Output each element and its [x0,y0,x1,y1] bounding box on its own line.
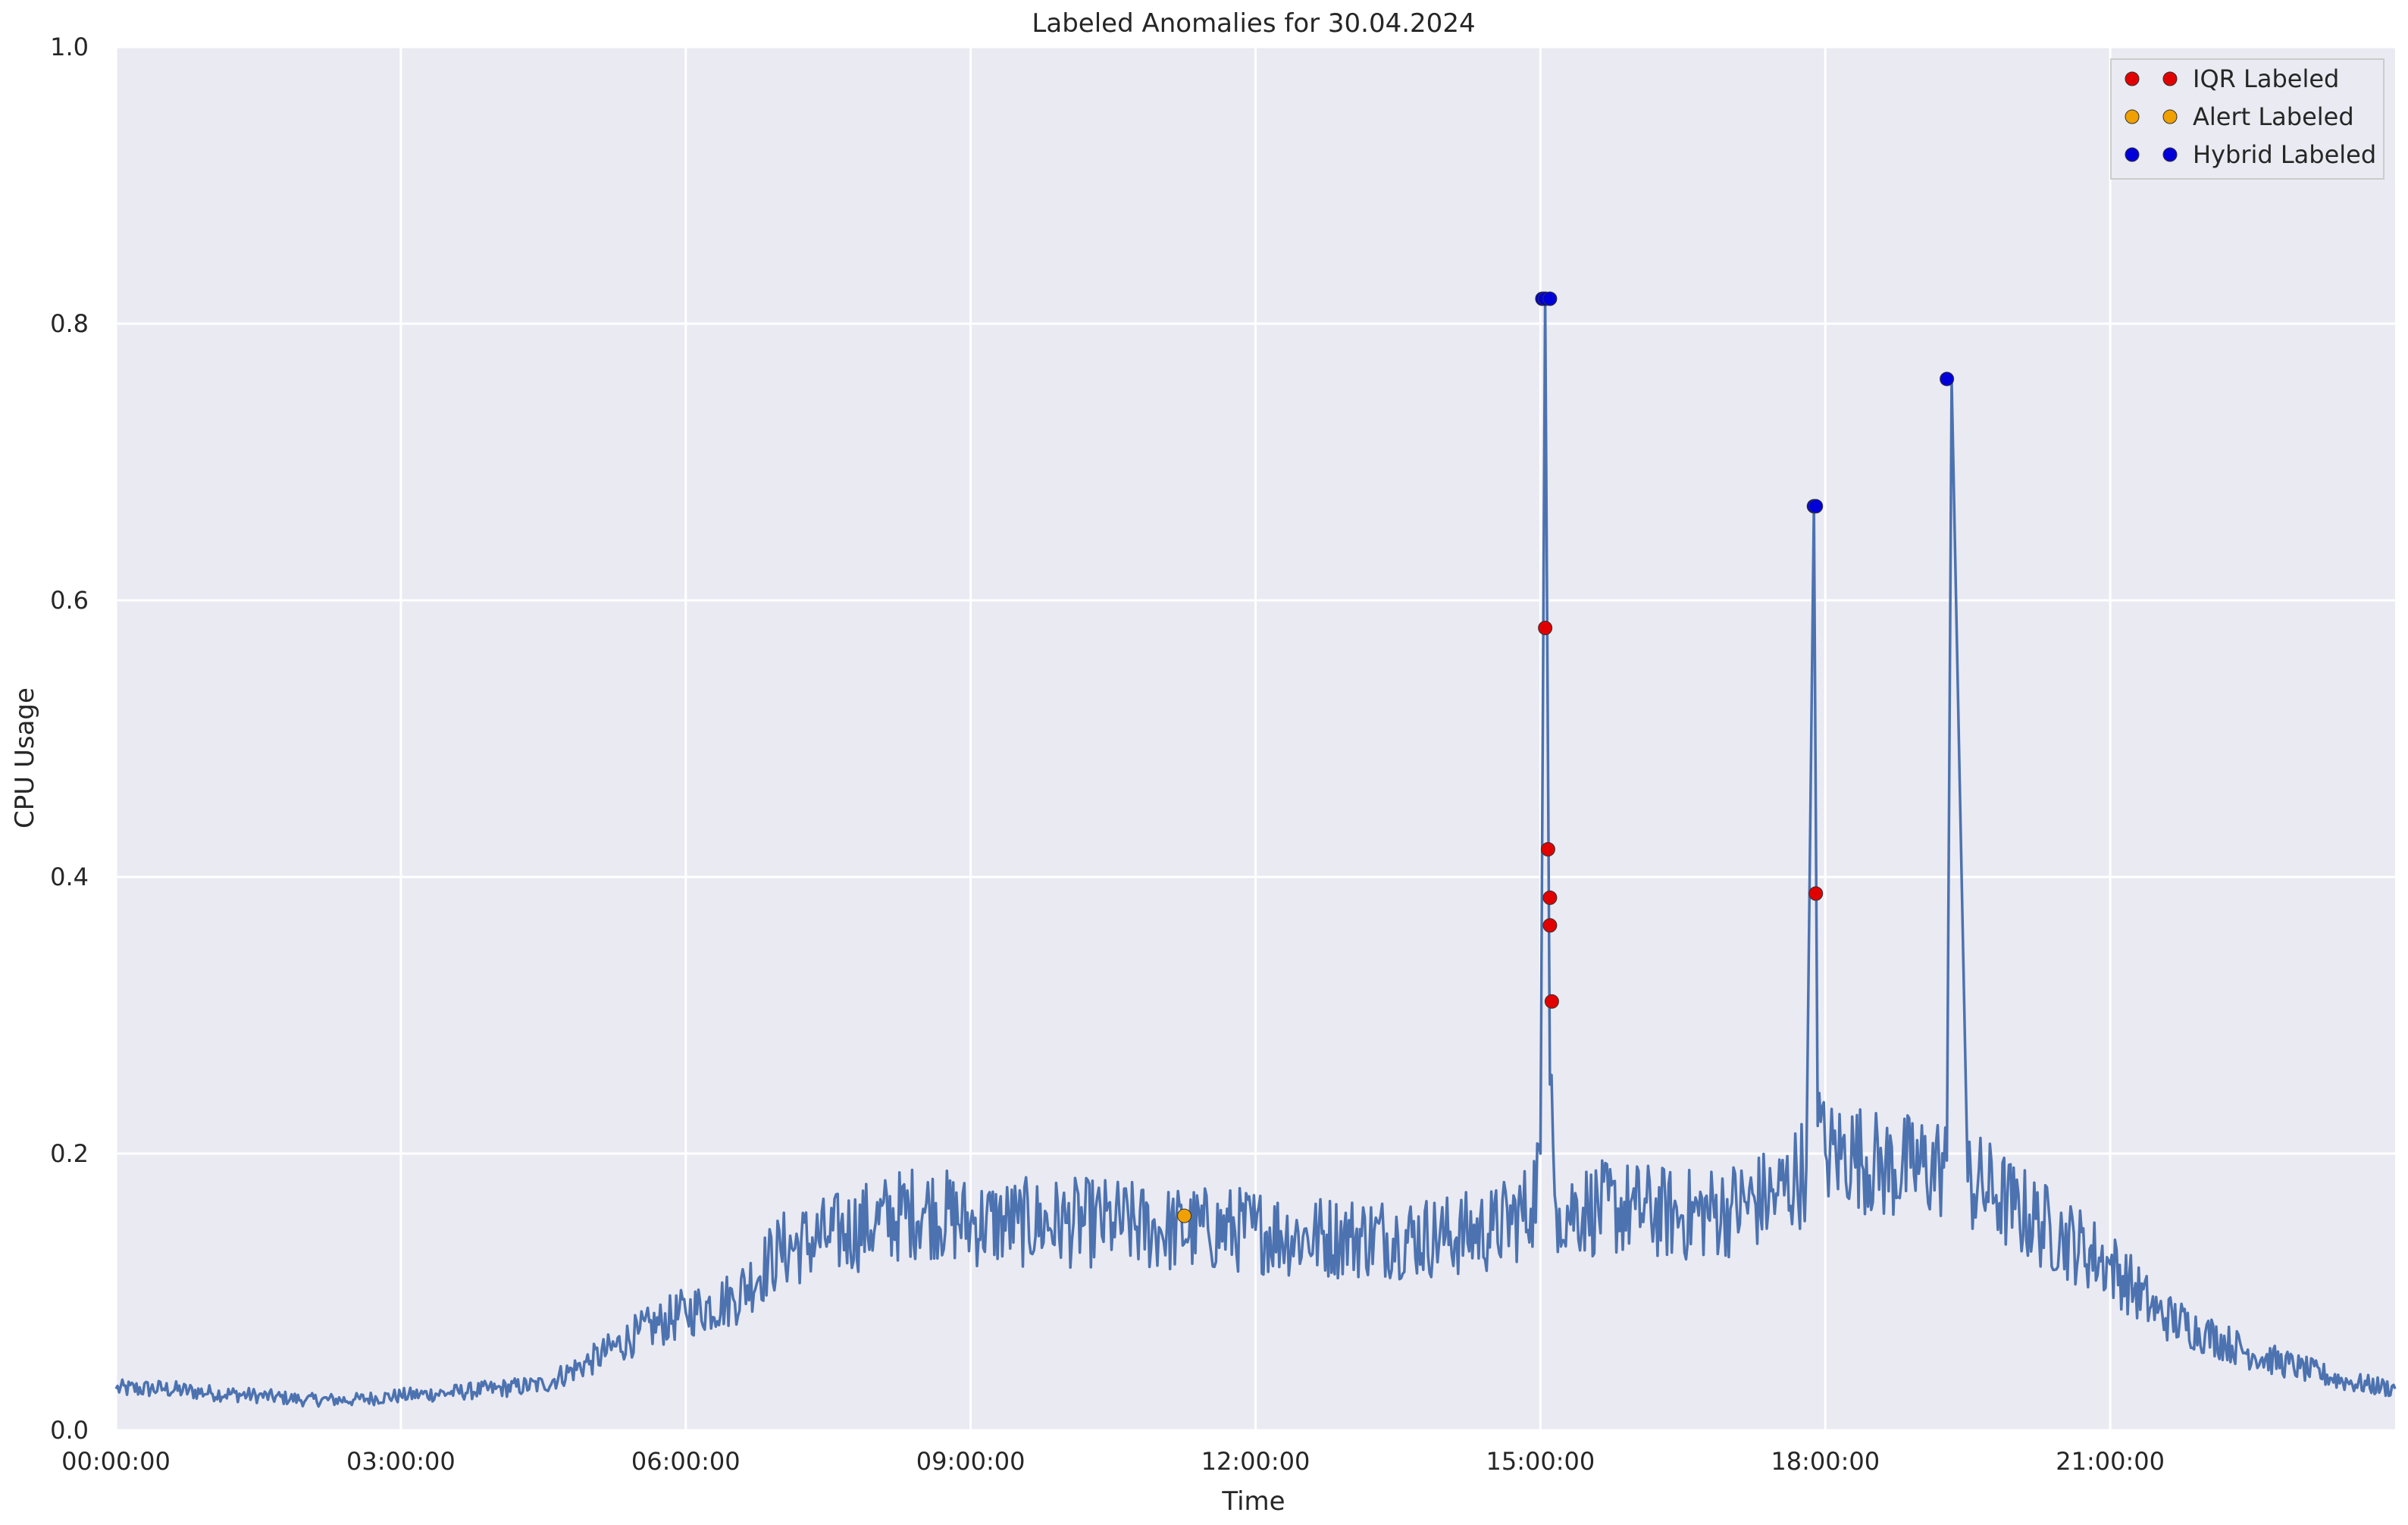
iqr-labeledpoint [1542,890,1558,905]
x-tick-label: 12:00:00 [1201,1447,1310,1476]
y-tick-label: 1.0 [50,33,89,61]
iqr-labeledpoint [1542,918,1558,933]
x-tick-label: 15:00:00 [1486,1447,1595,1476]
cpu-usage-line [114,294,2397,1408]
grid-lines [114,45,2395,1432]
hybrid-labeledlegend-marker [2125,147,2140,162]
iqr-labeledlegend-marker [2162,71,2178,86]
alert-labeledlegend-marker [2162,109,2178,124]
alert-labeledlegend-label: Alert Labeled [2193,102,2354,131]
iqr-labeledpoint [1544,994,1559,1009]
x-axis-label: Time [1221,1486,1285,1517]
iqr-labeledpoint [1538,621,1553,635]
y-axis-label: CPU Usage [10,687,40,828]
y-tick-label: 0.6 [50,586,89,615]
iqr-labeledpoint [1808,886,1824,901]
legend-box [2110,58,2385,180]
hybrid-labeledpoint [1808,499,1824,514]
x-tick-label: 03:00:00 [346,1447,456,1476]
x-tick-label: 00:00:00 [61,1447,171,1476]
y-tick-label: 0.2 [50,1139,89,1168]
x-tick-label: 21:00:00 [2056,1447,2165,1476]
x-tick-label: 06:00:00 [631,1447,741,1476]
chart-title: Labeled Anomalies for 30.04.2024 [1032,8,1475,39]
x-tick-label: 09:00:00 [916,1447,1026,1476]
hybrid-labeledpoint [1542,291,1558,306]
line-layer [114,294,2397,1408]
iqr-labeledlegend-marker [2125,71,2140,86]
hybrid-labeledlegend-marker [2162,147,2178,162]
legend: IQR Labeled Alert Labeled Hybrid Labeled [2110,58,2385,180]
hybrid-labeledpoint [1940,371,1955,387]
x-tick-label: 18:00:00 [1771,1447,1880,1476]
y-tick-label: 0.8 [50,309,89,338]
y-tick-label: 0.4 [50,863,89,891]
marker-layer [1177,291,1955,1223]
tick-labels: 00:00:00 03:00:00 06:00:00 09:00:00 12:00:00… [50,33,2165,1476]
alert-labeledlegend-marker [2125,109,2140,124]
iqr-labeledlegend-label: IQR Labeled [2193,64,2339,93]
hybrid-labeledlegend-label: Hybrid Labeled [2193,140,2376,169]
alert-labeledpoint [1177,1208,1192,1223]
iqr-labeledpoint [1540,842,1555,856]
y-tick-label: 0.0 [50,1416,89,1445]
